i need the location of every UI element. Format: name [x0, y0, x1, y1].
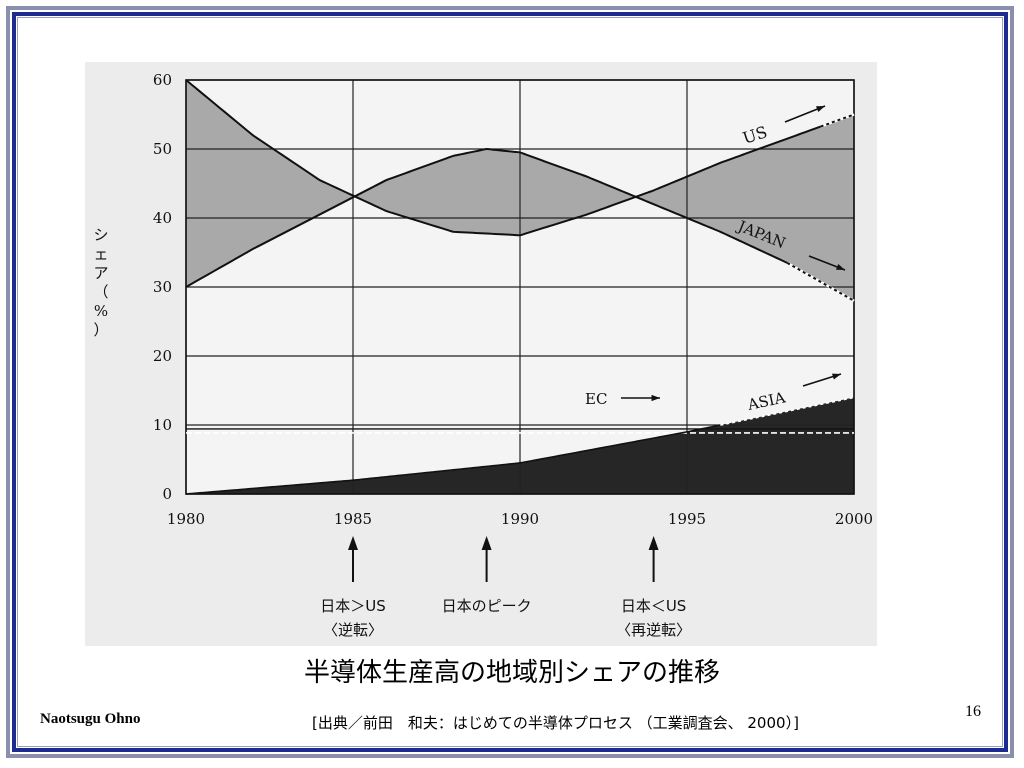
ec-arrow-head: [651, 394, 660, 402]
x-tick-label: 1995: [668, 510, 706, 528]
y-tick-label: 30: [153, 278, 172, 296]
source-citation: [出典／前田 和夫：はじめての半導体プロセス （工業調査会、 2000）]: [312, 714, 799, 732]
japan-projection: [786, 261, 855, 302]
annotation-arrow-head: [648, 536, 659, 550]
annotation-label: 日本のピーク: [442, 597, 532, 615]
x-tick-label: 1985: [334, 510, 372, 528]
y-axis-label-char: %: [94, 302, 108, 320]
author-name: Naotsugu Ohno: [40, 711, 141, 727]
us-projection-bg: [820, 113, 855, 128]
y-tick-label: 40: [153, 209, 172, 227]
annotation-arrow-head: [481, 536, 492, 550]
slide-title: 半導体生産高の地域別シェアの推移: [303, 658, 720, 688]
annotation-sublabel: 〈逆転〉: [323, 621, 383, 639]
y-axis-label-char: （: [93, 283, 108, 301]
asia-line: [185, 424, 721, 495]
y-axis-label-char: ェ: [93, 245, 108, 263]
annotation-label: 日本＞US: [320, 597, 386, 615]
y-axis-label-char: ）: [93, 321, 108, 339]
x-tick-label: 1980: [167, 510, 205, 528]
japan-line: [185, 147, 788, 288]
slide-frame-thin: [17, 17, 1003, 747]
scanned-chart-figure: 0 10 20 30 40 50 60 1980 1985 1990 1995 2000 シェア（%） U…: [85, 62, 877, 646]
series-label-ec: EC: [585, 390, 607, 408]
japan-arrow-head: [836, 264, 845, 270]
annotation-label: 日本＜US: [621, 597, 687, 615]
y-axis-label-char: シ: [93, 226, 108, 244]
x-tick-label: 2000: [835, 510, 873, 528]
page-number: 16: [965, 703, 981, 720]
us-arrow-head: [816, 106, 825, 113]
annotation-sublabel: 〈再逆転〉: [616, 621, 691, 639]
y-tick-label: 0: [162, 485, 172, 503]
y-tick-label: 50: [153, 140, 172, 158]
slide-frame-inner: [12, 12, 1008, 752]
asia-arrow-head: [832, 373, 841, 380]
x-tick-label: 1990: [501, 510, 539, 528]
y-axis-label-char: ア: [93, 264, 108, 282]
y-tick-label: 20: [153, 347, 172, 365]
slide-frame-outer: [6, 6, 1014, 758]
y-tick-label: 60: [153, 71, 172, 89]
y-tick-label: 10: [153, 416, 172, 434]
asia-projection: [720, 396, 855, 426]
us-line: [185, 79, 821, 237]
annotation-arrow-head: [348, 536, 358, 550]
